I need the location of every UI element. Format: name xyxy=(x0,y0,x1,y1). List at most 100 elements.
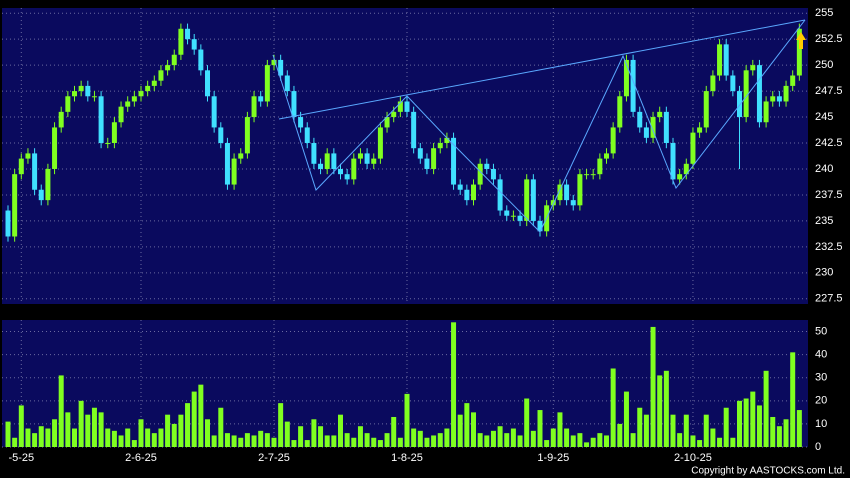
candle-body xyxy=(510,215,516,217)
volume-bar xyxy=(484,435,490,447)
candle-body xyxy=(91,96,97,98)
volume-bar xyxy=(165,414,171,447)
candle-body xyxy=(484,163,490,169)
candle-body xyxy=(111,122,117,144)
candle-body xyxy=(723,44,729,76)
volume-bar xyxy=(344,433,350,447)
volume-bar xyxy=(25,428,31,447)
volume-bar xyxy=(743,398,749,447)
candle-body xyxy=(530,179,536,221)
volume-bar xyxy=(457,414,463,447)
candle-body xyxy=(98,96,104,144)
volume-bar xyxy=(251,435,257,447)
volume-bar xyxy=(205,419,210,447)
volume-bar xyxy=(324,435,330,447)
volume-bar xyxy=(524,398,530,447)
candle-body xyxy=(291,91,297,118)
volume-bar xyxy=(384,433,390,447)
volume-bar xyxy=(397,437,403,447)
volume-bar xyxy=(776,426,782,447)
volume-bar xyxy=(198,384,204,447)
candle-body xyxy=(271,59,277,66)
volume-bar xyxy=(211,435,217,447)
candle-body xyxy=(45,168,51,201)
volume-bar xyxy=(537,410,543,447)
candle-body xyxy=(165,65,171,71)
candle-body xyxy=(637,111,643,128)
volume-bar xyxy=(105,428,111,447)
candle-body xyxy=(384,117,390,128)
candle-body xyxy=(670,143,676,180)
volume-bar xyxy=(185,403,191,447)
volume-bar xyxy=(670,414,676,447)
volume-bar xyxy=(610,368,616,447)
candle-body xyxy=(344,174,350,180)
x-tick-label: 2-7-25 xyxy=(258,452,290,464)
volume-bar xyxy=(258,430,264,447)
volume-bar xyxy=(604,435,609,447)
candle-body xyxy=(504,210,510,216)
candle-body xyxy=(171,54,177,66)
candle-body xyxy=(364,153,370,164)
volume-bar xyxy=(371,437,377,447)
candle-body xyxy=(497,179,503,211)
volume-bar xyxy=(238,437,244,447)
volume-bar xyxy=(544,440,550,447)
volume-bar xyxy=(690,435,696,447)
volume-bar xyxy=(650,326,656,447)
candle-body xyxy=(318,163,324,169)
candle-body xyxy=(743,70,749,118)
volume-bar xyxy=(737,400,742,447)
candle-body xyxy=(663,111,669,144)
volume-bar xyxy=(557,412,563,447)
candle-body xyxy=(211,96,217,128)
candle-body xyxy=(65,96,71,112)
candle-body xyxy=(763,101,769,123)
candle-body xyxy=(178,28,184,55)
y-tick-label: 0 xyxy=(815,441,821,453)
candle-body xyxy=(72,91,77,97)
y-tick-label: 250 xyxy=(815,59,833,71)
candle-body xyxy=(12,174,18,237)
candle-body xyxy=(311,143,317,164)
volume-bar xyxy=(191,391,197,447)
volume-bar xyxy=(271,437,277,447)
volume-bar xyxy=(424,437,430,447)
volume-bar xyxy=(504,433,510,447)
volume-bar xyxy=(663,370,669,447)
volume-bar xyxy=(158,428,164,447)
y-tick-label: 247.5 xyxy=(815,85,843,97)
candle-body xyxy=(18,158,24,175)
trend-lines xyxy=(272,19,806,233)
candle-body xyxy=(258,96,264,102)
volume-bar xyxy=(417,430,423,447)
volume-bar xyxy=(471,412,476,447)
volume-bar xyxy=(78,400,84,447)
volume-bar xyxy=(218,407,224,447)
volume-bar xyxy=(490,430,496,447)
volume-bar xyxy=(111,430,117,447)
volume-bar xyxy=(477,433,483,447)
candle-body xyxy=(244,117,250,154)
candle-body xyxy=(138,91,144,97)
candle-body xyxy=(717,44,723,76)
volume-bar xyxy=(18,405,24,447)
volume-bar xyxy=(570,435,576,447)
copyright: Copyright by AASTOCKS.com Ltd. xyxy=(691,466,845,477)
candle-body xyxy=(783,85,789,102)
candle-body xyxy=(125,101,131,107)
candle-body xyxy=(411,111,417,149)
y-tick-label: 10 xyxy=(815,418,827,430)
candle-body xyxy=(471,184,476,201)
candle-body xyxy=(371,158,377,164)
y-tick-label: 252.5 xyxy=(815,33,843,45)
y-tick-label: 20 xyxy=(815,395,827,407)
candle-body xyxy=(617,96,623,128)
volume-bar xyxy=(597,433,603,447)
volume-bar xyxy=(584,442,590,447)
candle-body xyxy=(377,127,383,159)
volume-bar xyxy=(464,403,470,447)
volume-bar xyxy=(683,414,689,447)
volume-bar xyxy=(85,414,91,447)
candle-body xyxy=(151,80,157,86)
